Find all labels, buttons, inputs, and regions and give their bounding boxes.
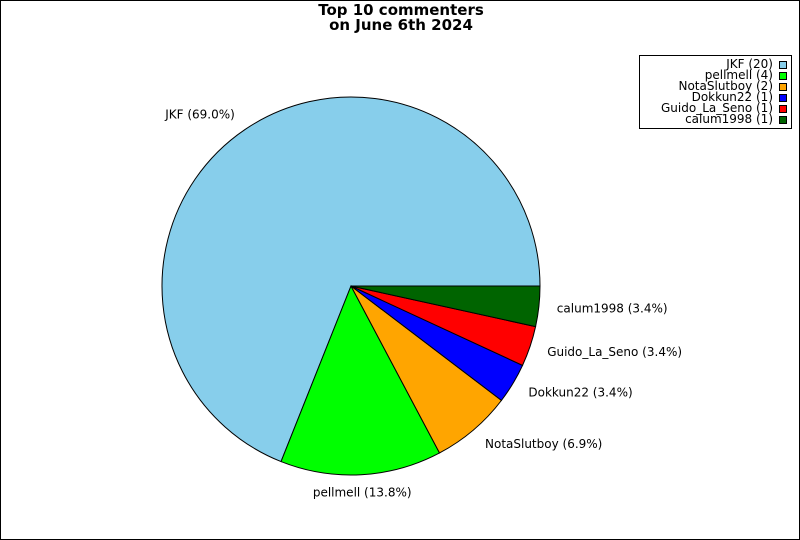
legend: JKF (20) pellmell (4) NotaSlutboy (2) Dokku…: [639, 55, 792, 129]
legend-swatch: [779, 104, 787, 113]
slice-label-pellmell: pellmell (13.8%): [313, 486, 412, 500]
legend-label: Dokkun22 (1): [691, 90, 773, 104]
legend-label: JKF (20): [726, 57, 773, 71]
legend-swatch: [779, 60, 787, 69]
pie-slice-pellmell: [280, 284, 441, 476]
legend-swatch: [779, 115, 787, 124]
chart-title-line-2: on June 6th 2024: [329, 16, 473, 34]
chart-title: Top 10 commenters on June 6th 2024: [1, 1, 799, 34]
pie-slice-calum1998: [350, 285, 541, 328]
legend-label: calum1998 (1): [685, 112, 773, 126]
legend-swatch: [779, 93, 787, 102]
legend-label: pellmell (4): [704, 68, 773, 82]
legend-entry: calum1998 (1): [640, 112, 787, 126]
legend-label: NotaSlutboy (2): [678, 79, 773, 93]
slice-label-dokkun22: Dokkun22 (3.4%): [528, 386, 632, 400]
slice-label-jkf: JKF (69.0%): [164, 108, 235, 122]
legend-entry: NotaSlutboy (2): [640, 79, 787, 93]
legend-swatch: [779, 71, 787, 80]
legend-entry: Dokkun22 (1): [640, 90, 787, 104]
slice-label-calum1998: calum1998 (3.4%): [557, 301, 668, 315]
slice-label-notaslutboy: NotaSlutboy (6.9%): [485, 437, 602, 451]
chart-title-line-1: Top 10 commenters: [318, 1, 484, 19]
pie-slice-jkf: [161, 96, 541, 463]
legend-entry: Guido_La_Seno (1): [640, 101, 787, 115]
legend-label: Guido_La_Seno (1): [661, 101, 773, 115]
legend-swatch: [779, 82, 787, 91]
legend-entry: JKF (20): [640, 57, 787, 71]
slice-label-guido-la-seno: Guido_La_Seno (3.4%): [547, 345, 682, 359]
legend-entry: pellmell (4): [640, 68, 787, 82]
